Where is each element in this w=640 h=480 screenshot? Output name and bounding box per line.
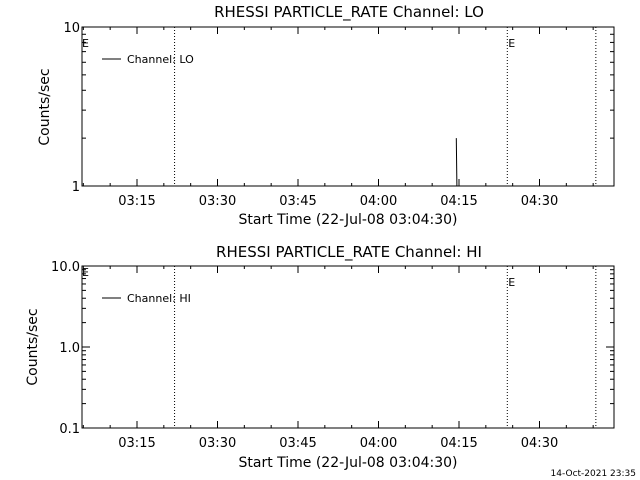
hi-vertical-markers: E: [174, 266, 597, 428]
lo-x-ticks: 03:15 03:30 03:45 04:00 04:15 04:30: [82, 27, 594, 209]
lo-x-tick-label: 03:45: [279, 194, 316, 209]
lo-series-line: [455, 138, 458, 187]
hi-left-e-marker: E: [82, 266, 89, 279]
lo-x-tick-label: 03:30: [199, 194, 236, 209]
hi-x-tick-label: 04:15: [440, 436, 477, 451]
lo-plot-frame: [81, 26, 615, 187]
lo-x-tick-label: 04:00: [360, 194, 397, 209]
lo-x-axis-label: Start Time (22-Jul-08 03:04:30): [238, 212, 457, 228]
hi-channel-panel: RHESSI PARTICLE_RATE Channel: HI Start T…: [25, 243, 615, 471]
hi-x-tick-label: 04:00: [360, 436, 397, 451]
lo-x-tick-label: 04:30: [521, 194, 558, 209]
lo-left-e-marker: E: [82, 37, 89, 50]
hi-x-tick-label: 03:45: [279, 436, 316, 451]
hi-y-ticks: 0.1 1.0 10.0: [51, 260, 614, 437]
hi-x-tick-label: 04:30: [521, 436, 558, 451]
hi-x-axis-label: Start Time (22-Jul-08 03:04:30): [238, 455, 457, 471]
hi-plot-frame: [81, 265, 615, 429]
lo-channel-panel: RHESSI PARTICLE_RATE Channel: LO Start T…: [37, 3, 615, 228]
lo-y-ticks: 1 10: [63, 21, 614, 195]
hi-panel-title: RHESSI PARTICLE_RATE Channel: HI: [216, 243, 482, 262]
lo-vertical-markers: E: [174, 27, 597, 186]
hi-y-axis-label: Counts/sec: [25, 308, 41, 385]
hi-x-tick-label: 03:15: [118, 436, 155, 451]
lo-y-tick-label: 1: [72, 180, 80, 195]
hi-x-ticks: 03:15 03:30 03:45 04:00 04:15 04:30: [82, 266, 594, 451]
lo-y-tick-label: 10: [63, 21, 80, 36]
hi-vertical-marker-label: E: [508, 276, 515, 289]
hi-y-tick-label: 10.0: [51, 260, 80, 275]
lo-vertical-marker-label: E: [508, 37, 515, 50]
hi-y-tick-label: 0.1: [59, 422, 80, 437]
lo-x-tick-label: 03:15: [118, 194, 155, 209]
lo-panel-title: RHESSI PARTICLE_RATE Channel: LO: [214, 3, 484, 22]
lo-legend-label: Channel: LO: [127, 53, 194, 66]
hi-y-tick-label: 1.0: [59, 341, 80, 356]
lo-series: [455, 138, 458, 187]
hi-x-tick-label: 03:30: [199, 436, 236, 451]
hi-legend: Channel: HI: [102, 292, 191, 305]
hi-legend-label: Channel: HI: [127, 292, 191, 305]
lo-x-tick-label: 04:15: [440, 194, 477, 209]
lo-y-axis-label: Counts/sec: [37, 68, 53, 145]
timestamp-footer: 14-Oct-2021 23:35: [551, 469, 636, 479]
lo-legend: Channel: LO: [102, 53, 194, 66]
